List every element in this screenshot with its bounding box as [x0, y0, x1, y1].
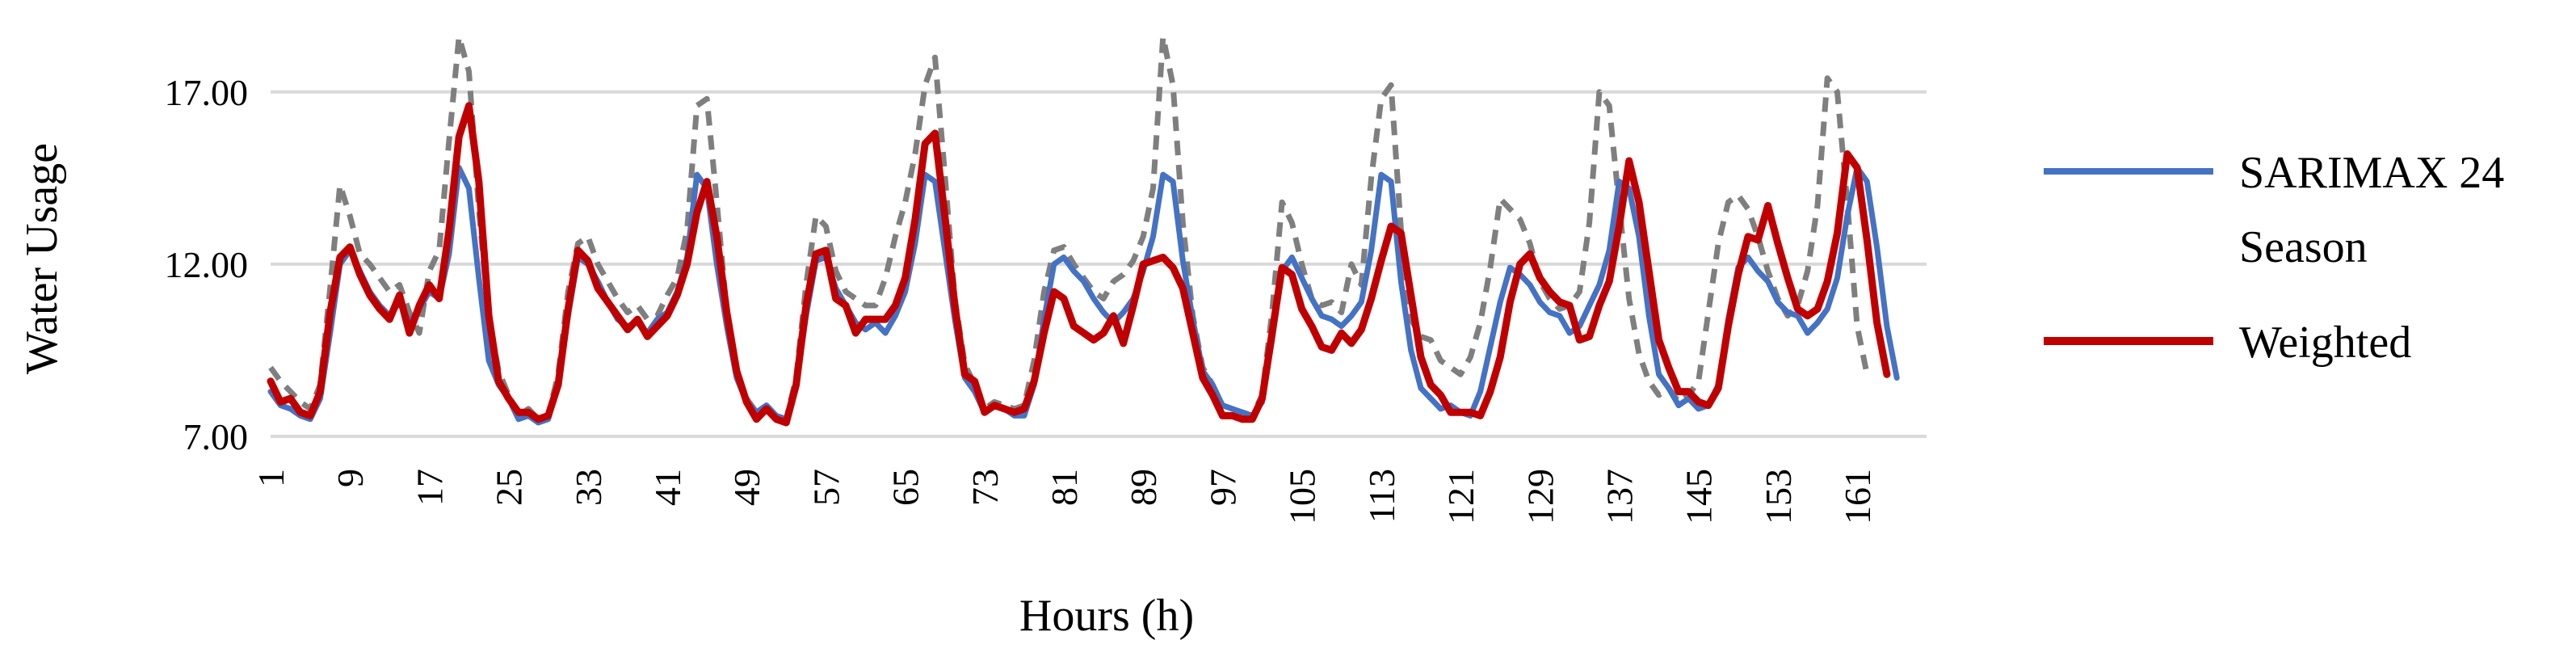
x-tick-label: 65 [885, 469, 927, 506]
legend: SARIMAX 24 Season Weighted [2044, 148, 2504, 368]
x-tick-label: 41 [647, 469, 688, 506]
x-tick-label: 57 [805, 469, 847, 506]
y-tick-label: 12.00 [165, 244, 249, 285]
x-tick-label: 129 [1519, 469, 1561, 524]
x-tick-label: 9 [330, 469, 371, 487]
legend-weighted: Weighted [2044, 318, 2411, 368]
y-axis-title: Water Usage [17, 143, 67, 374]
dashed-series-line [268, 34, 1870, 423]
x-axis-title: Hours (h) [1019, 591, 1194, 641]
weighted-line [267, 102, 1891, 427]
x-tick-label: 137 [1599, 469, 1640, 524]
legend-label: SARIMAX 24 [2239, 148, 2504, 198]
x-tick-label: 89 [1123, 469, 1164, 506]
x-tick-label: 1 [250, 469, 292, 487]
x-tick-label: 121 [1440, 469, 1481, 524]
x-tick-label: 25 [489, 469, 530, 506]
series-lines [267, 34, 1900, 427]
x-tick-label: 153 [1758, 469, 1799, 524]
x-tick-label: 97 [1202, 469, 1243, 506]
x-tick-label: 33 [568, 469, 609, 506]
x-tick-label: 113 [1361, 469, 1402, 523]
x-tick-label: 81 [1044, 469, 1085, 506]
x-axis-ticks: 1 9 17 25 33 41 49 57 65 73 81 89 97 105 113 121 129 137 1… [250, 469, 1878, 524]
x-tick-label: 73 [964, 469, 1006, 506]
x-tick-label: 17 [409, 469, 450, 506]
legend-label: Weighted [2239, 318, 2411, 368]
x-tick-label: 145 [1679, 469, 1720, 524]
x-tick-label: 49 [726, 469, 767, 506]
y-axis-ticks: 7.00 12.00 17.00 [165, 72, 249, 457]
x-tick-label: 105 [1282, 469, 1323, 524]
legend-label: Season [2239, 222, 2368, 272]
legend-sarimax: SARIMAX 24 Season [2044, 148, 2504, 272]
y-tick-label: 17.00 [165, 72, 249, 113]
x-tick-label: 161 [1837, 469, 1878, 524]
y-tick-label: 7.00 [183, 416, 249, 457]
